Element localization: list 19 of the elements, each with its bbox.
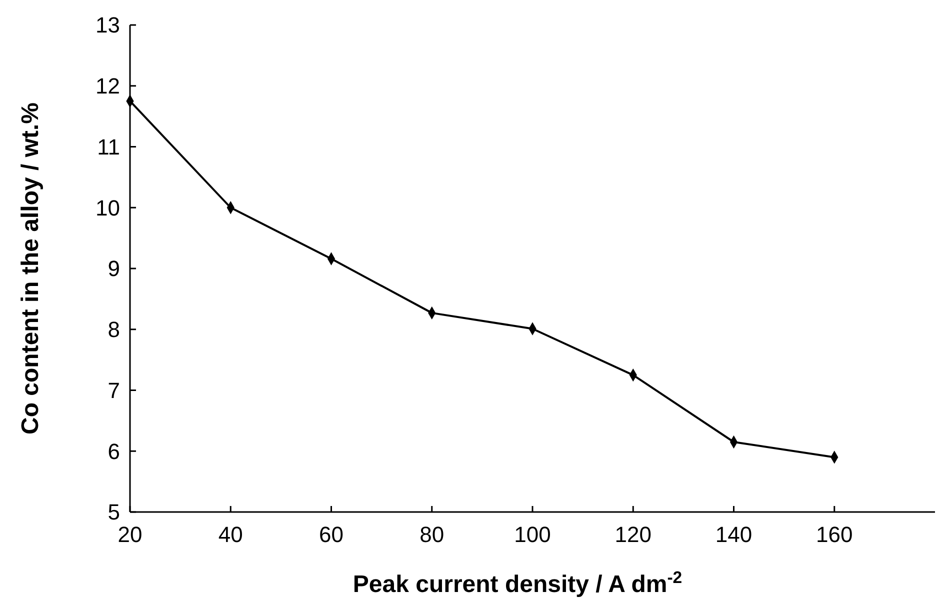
y-tick-label: 12 [96,74,120,99]
x-tick-label: 160 [816,522,853,547]
y-tick-label: 8 [108,317,120,342]
y-tick-label: 10 [96,195,120,220]
x-tick-label: 100 [514,522,551,547]
x-axis-title: Peak current density / A dm$^{-2}$ [352,568,682,598]
y-tick-label: 13 [96,12,120,38]
y-tick-label: 6 [108,438,120,464]
x-tick-label: 140 [715,522,752,547]
y-tick-label: 5 [108,500,120,525]
x-tick-label: 60 [319,522,344,547]
x-tick-label: 20 [118,522,142,547]
y-tick-label: 11 [97,134,120,160]
y-tick-label: 7 [108,378,120,403]
x-tick-label: 120 [614,522,652,547]
y-tick-label: 9 [108,256,120,282]
x-tick-label: 80 [420,522,444,547]
y-axis-title: Co content in the alloy / wt.% [17,102,44,435]
x-tick-label: 40 [218,522,243,547]
